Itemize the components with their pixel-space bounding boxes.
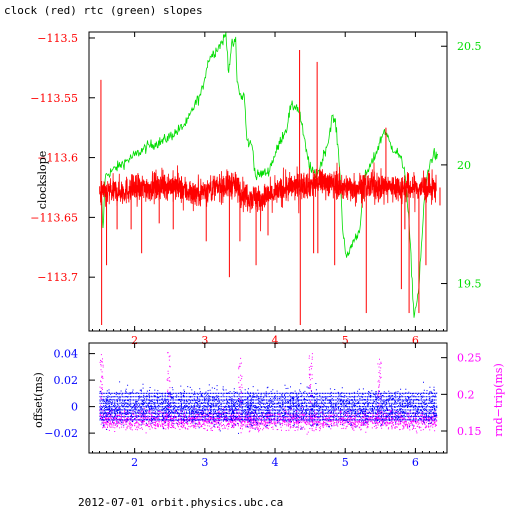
upper-x-tick-label: 2 xyxy=(131,334,138,347)
chart-title: clock (red) rtc (green) slopes xyxy=(4,4,203,17)
lower-x-tick-label: 6 xyxy=(412,456,419,469)
upper-x-tick-label: 3 xyxy=(201,334,208,347)
upper-y-axis-label: clockslope xyxy=(36,151,49,209)
lower-y2-axis-label: rnd−trip(ms) xyxy=(492,363,505,437)
lower-y-tick-label: −0.02 xyxy=(44,427,78,440)
lower-y-tick-label: 0 xyxy=(71,401,78,414)
lower-x-tick-label: 5 xyxy=(342,456,349,469)
upper-y-tick-label: −113.6 xyxy=(37,152,78,165)
lower-y-tick-label: 0.04 xyxy=(54,348,79,361)
lower-x-tick-label: 4 xyxy=(272,456,279,469)
upper-x-tick-label: 4 xyxy=(272,334,279,347)
offset-points xyxy=(99,381,438,434)
lower-y2-tick-label: 0.2 xyxy=(457,388,475,401)
lower-y2-tick-label: 0.15 xyxy=(457,425,482,438)
upper-y2-tick-label: 19.5 xyxy=(457,278,482,291)
rtc-slope-line xyxy=(100,32,439,318)
upper-y-tick-label: −113.7 xyxy=(37,271,78,284)
upper-x-tick-label: 6 xyxy=(412,334,419,347)
upper-y-tick-label: −113.55 xyxy=(30,92,78,105)
lower-y-axis-label: offset(ms) xyxy=(32,372,45,428)
upper-y2-tick-label: 20.5 xyxy=(457,40,482,53)
lower-y-tick-label: 0.02 xyxy=(54,374,79,387)
upper-y-tick-label: −113.5 xyxy=(37,32,78,45)
upper-x-tick-label: 5 xyxy=(342,334,349,347)
lower-x-tick-label: 3 xyxy=(201,456,208,469)
footer-caption: 2012-07-01 orbit.physics.ubc.ca xyxy=(78,496,284,509)
lower-y2-tick-label: 0.25 xyxy=(457,352,482,365)
lower-x-tick-label: 2 xyxy=(131,456,138,469)
upper-y-tick-label: −113.65 xyxy=(30,211,78,224)
upper-y2-tick-label: 20 xyxy=(457,159,471,172)
